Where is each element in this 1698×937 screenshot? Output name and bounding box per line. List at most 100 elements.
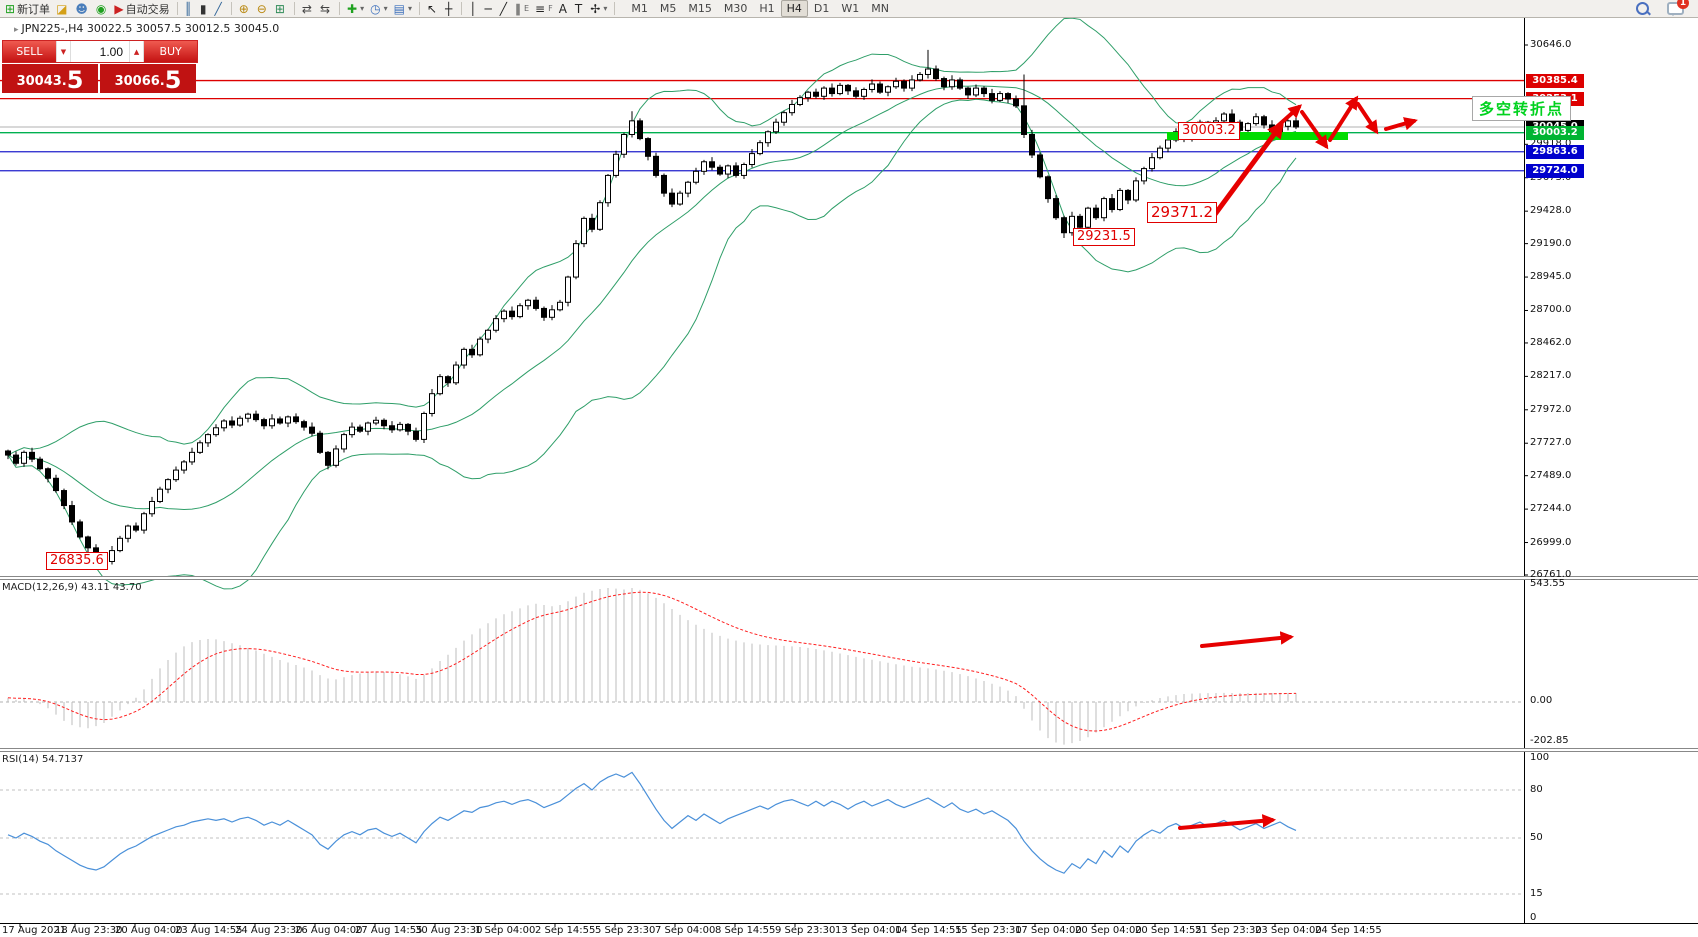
cursor-button[interactable]: ↖ [424,1,442,17]
trendline-button[interactable]: ╱ [497,1,512,17]
price-axis-tick: 28945.0 [1530,271,1572,283]
line-chart-icon: ╱ [214,1,222,16]
chart-title: ▸ JPN225-,H4 30022.5 30057.5 30012.5 3004… [14,22,280,35]
tile-windows-button[interactable]: ⊞ [272,1,290,17]
text-icon: A [558,1,567,16]
cursor-icon: ↖ [426,1,438,16]
macd-axis-zero: 0.00 [1530,695,1553,706]
volume-input[interactable] [71,41,129,62]
timeframe-w1[interactable]: W1 [841,2,860,15]
zoom-out-button[interactable]: ⊖ [254,1,272,17]
signals-button[interactable]: ◉ [93,1,111,17]
timeframe-h4[interactable]: H4 [780,0,808,17]
price-axis-tick: 29918.0 [1530,138,1571,149]
buy-button[interactable]: BUY [144,41,197,62]
candles-series [5,49,1299,565]
timeframe-m1[interactable]: M1 [631,2,648,15]
timeframe-mn[interactable]: MN [871,2,889,15]
eraser-icon: ◪ [56,1,68,16]
zoom-in-icon: ⊕ [238,1,249,16]
bollinger-bands [7,17,1297,590]
templates-icon: ▤ [393,1,405,16]
chart-shift-button[interactable]: ⇆ [317,1,335,17]
rsi-axis-tick: 15 [1530,888,1543,899]
time-axis-label: 15 Sep 23:30 [955,925,1022,936]
equidistant-channel-button[interactable]: ∥ E [514,1,530,16]
horizontal-line-icon: ─ [484,1,492,16]
price-annotation-label[interactable]: 29231.5 [1073,228,1135,246]
search-icon[interactable] [1636,2,1649,15]
time-axis-label: 23 Aug 14:55 [175,925,243,936]
indicators-icon: ✚ [347,1,358,16]
time-axis-label: 20 Sep 04:00 [1075,925,1142,936]
trend-arrow [1300,110,1329,150]
price-axis-tick: 28217.0 [1530,370,1572,382]
toolbar: ⊞ 新订单 ◪ ☻ ◉ ▶ 自动交易 ║ ▮ ╱ ⊕ ⊖ ⊞ ⇄ ⇆ ✚ ▾ ◷ ▾ ▤ ▾ ↖ ┼ │ ─ ╱ ∥ E ≡ F A T ✢ ▾ M… [0,0,1698,18]
profile-button[interactable]: ☻ [72,1,93,17]
time-axis-label: 23 Sep 04:00 [1255,925,1322,936]
volume-decrease-button[interactable]: ▼ [55,41,71,62]
support-zone-bar [1167,132,1348,140]
chart-frame [0,18,1698,927]
time-axis-label: 9 Sep 23:30 [775,925,836,936]
zoom-in-button[interactable]: ⊕ [236,1,254,17]
toolbar-separator [339,2,341,15]
new-order-button[interactable]: ⊞ 新订单 [5,1,51,16]
auto-scroll-button[interactable]: ⇄ [299,1,317,17]
price-axis-tick: 27244.0 [1530,503,1572,515]
time-axis-label: 20 Aug 04:00 [115,925,183,936]
turning-point-annotation[interactable]: 多空转折点 [1472,96,1572,121]
macd-panel [0,587,1524,745]
bar-chart-button[interactable]: ║ [182,1,197,17]
timeframe-h1[interactable]: H1 [759,2,775,15]
candlestick-chart-button[interactable]: ▮ [197,1,212,17]
price-axis-tick: 28700.0 [1530,304,1572,316]
horizontal-line-button[interactable]: ─ [482,1,497,17]
one-click-trading-panel: SELL ▼ ▲ BUY 30043.5 30066.5 [2,40,198,93]
timeframe-m5[interactable]: M5 [659,2,677,15]
bar-chart-icon: ║ [184,1,192,16]
volume-increase-button[interactable]: ▲ [129,41,145,62]
time-axis-label: 18 Aug 23:30 [55,925,123,936]
text-label-button[interactable]: T [572,1,587,17]
sell-button[interactable]: SELL [3,41,56,62]
bid-price: 30043. 5 [2,64,98,93]
eraser-button[interactable]: ◪ [53,1,72,17]
periods-button[interactable]: ◷ ▾ [370,1,388,16]
crosshair-button[interactable]: ┼ [442,1,457,17]
trend-arrow [1270,104,1303,133]
rsi-axis-tick: 80 [1530,784,1543,795]
trendline-icon: ╱ [499,1,507,16]
auto-scroll-icon: ⇄ [301,1,312,16]
timeframe-m15[interactable]: M15 [688,2,712,15]
timeframe-d1[interactable]: D1 [813,2,830,15]
drawn-annotations[interactable] [1167,95,1418,830]
time-axis-label: 21 Sep 23:30 [1195,925,1262,936]
trend-arrow [1210,120,1285,220]
price-badge: 29724.0 [1526,163,1584,178]
line-chart-button[interactable]: ╱ [211,1,226,17]
equidistant-channel-icon: ∥ [514,1,521,16]
price-axis-tick: 29428.0 [1530,205,1572,217]
ask-price: 30066. 5 [100,64,196,93]
indicators-button[interactable]: ✚ ▾ [347,1,365,16]
toolbar-separator [230,2,232,15]
notifications-icon[interactable]: 1 [1667,0,1689,16]
price-annotation-label[interactable]: 30003.2 [1178,122,1240,140]
vertical-line-button[interactable]: │ [466,1,481,17]
timeframe-m30[interactable]: M30 [723,2,748,15]
timeframe-group: M1 M5 M15 M30 H1 H4 D1 W1 MN [625,0,895,17]
arrows-button[interactable]: ✢ ▾ [590,1,608,16]
text-button[interactable]: A [556,1,572,17]
arrows-icon: ✢ [590,1,601,16]
autotrading-button[interactable]: ▶ 自动交易 [114,1,170,16]
zoom-out-icon: ⊖ [256,1,267,16]
templates-button[interactable]: ▤ ▾ [393,1,412,16]
fibonacci-button[interactable]: ≡ F [535,1,553,16]
toolbar-separator [614,2,616,15]
price-annotation-label[interactable]: 26835.6 [46,552,108,570]
price-axis-tick: 29190.0 [1530,237,1572,249]
time-axis-label: 7 Sep 04:00 [655,925,716,936]
price-annotation-label[interactable]: 29371.2 [1147,202,1218,223]
